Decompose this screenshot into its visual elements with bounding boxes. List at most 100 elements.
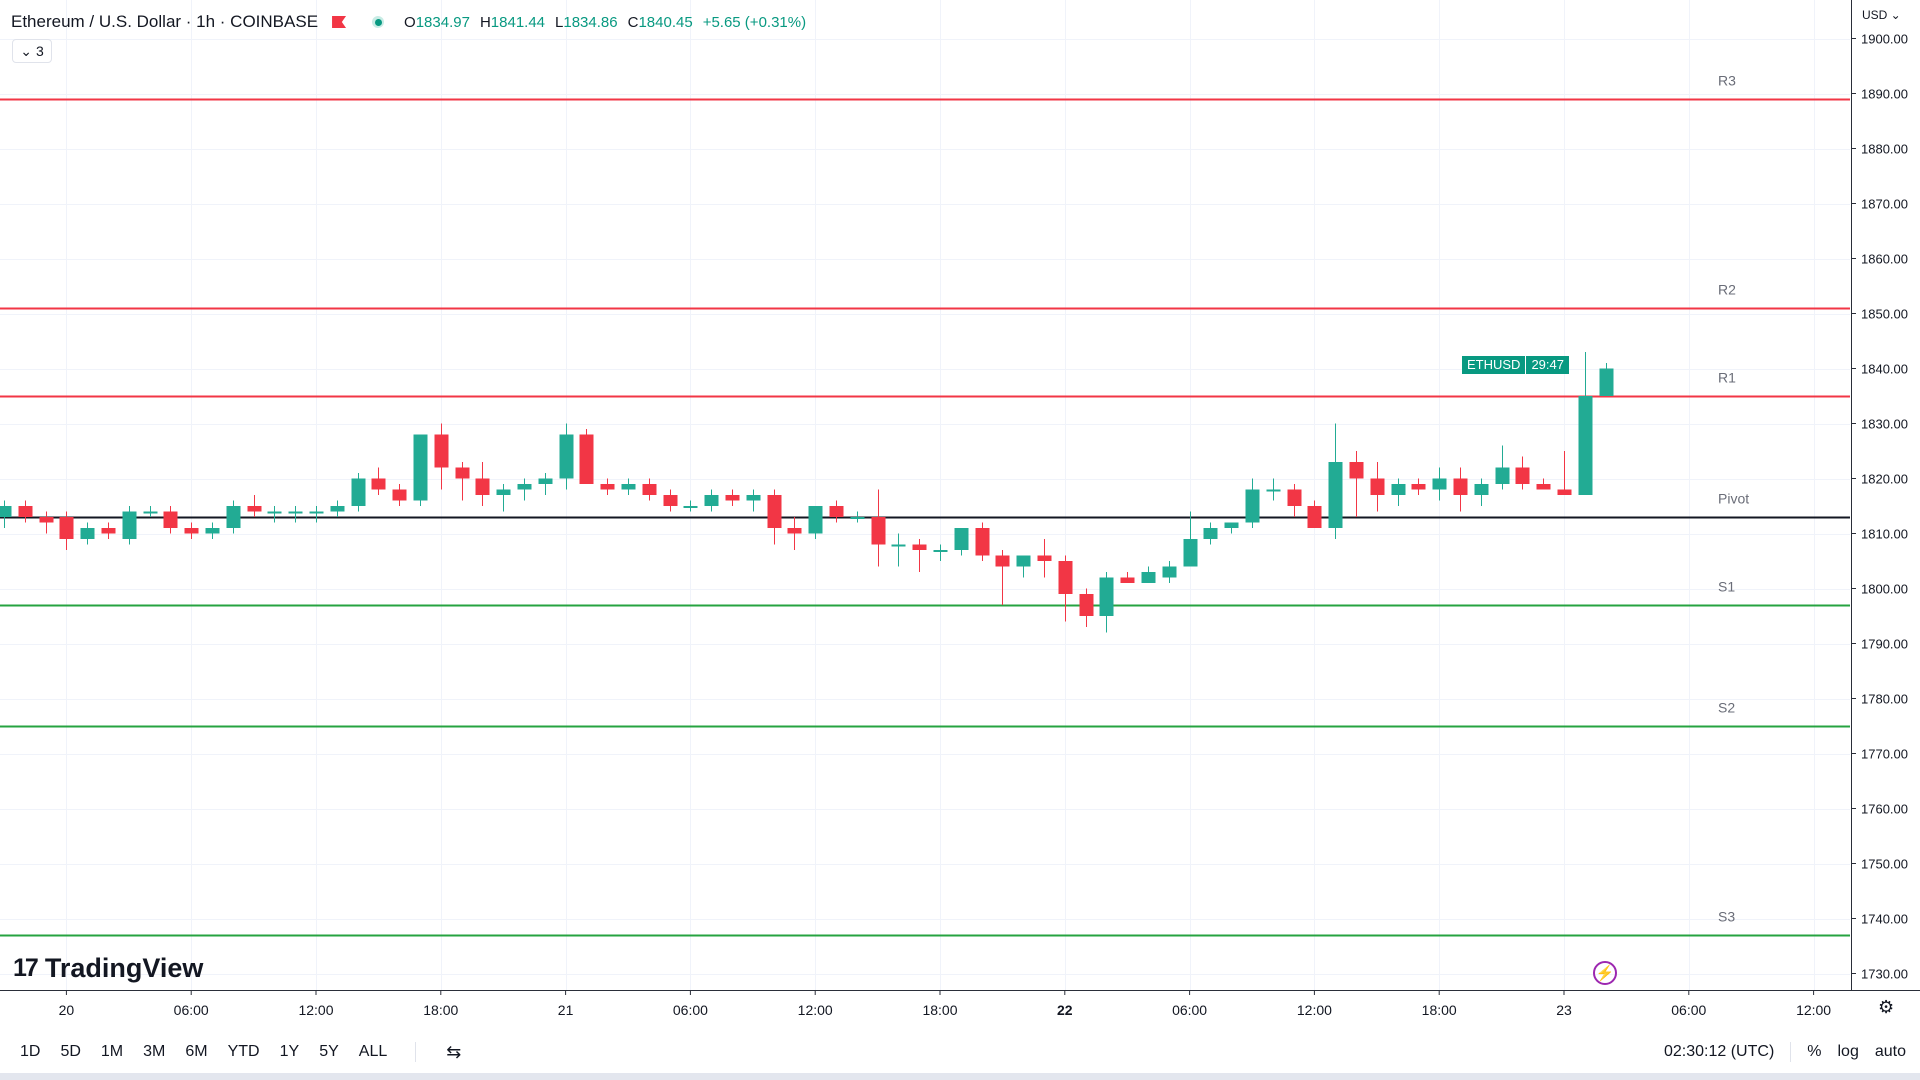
candle-body: [59, 517, 74, 539]
range-5d-button[interactable]: 5D: [60, 1043, 81, 1060]
candle-body: [1495, 467, 1510, 484]
candle-body: [18, 506, 33, 517]
y-tick-label: 1740.00: [1861, 912, 1908, 927]
y-tick-label: 1820.00: [1861, 472, 1908, 487]
candle-body: [39, 517, 54, 523]
y-tick-label: 1840.00: [1861, 362, 1908, 377]
y-tick-label: 1850.00: [1861, 307, 1908, 322]
candle-body: [933, 550, 948, 552]
range-1m-button[interactable]: 1M: [100, 1043, 124, 1060]
bottom-toolbar: 1D 5D 1M 3M 6M YTD 1Y 5Y ALL ⇆ 02:30:12 …: [0, 1031, 1920, 1073]
level-label-pivot: Pivot: [1718, 491, 1749, 507]
candle-body: [101, 528, 116, 534]
y-tick-label: 1750.00: [1861, 857, 1908, 872]
candle-body: [351, 478, 366, 506]
candle-body: [1307, 506, 1322, 528]
candle-body: [1411, 484, 1426, 490]
candle-body: [1016, 555, 1031, 567]
divider: [415, 1042, 417, 1062]
candle-body: [392, 489, 407, 501]
indicators-collapse-button[interactable]: ⌄ 3: [12, 39, 52, 63]
y-tick-label: 1800.00: [1861, 582, 1908, 597]
candle-body: [0, 506, 12, 517]
candle-body: [309, 511, 324, 514]
level-label-r2: R2: [1718, 282, 1736, 298]
candle-body: [621, 484, 636, 490]
clock-time[interactable]: 02:30:12 (UTC): [1664, 1043, 1775, 1060]
candle-body: [1141, 572, 1156, 583]
candle-body: [288, 511, 303, 514]
candle-body: [205, 528, 220, 534]
y-tick-label: 1860.00: [1861, 252, 1908, 267]
candle-body: [871, 517, 886, 545]
y-tick-label: 1760.00: [1861, 802, 1908, 817]
y-tick-label: 1790.00: [1861, 637, 1908, 652]
market-status-icon[interactable]: [372, 16, 385, 28]
candle-body: [163, 511, 178, 528]
candle-body: [1515, 467, 1530, 484]
candle-body: [995, 555, 1010, 567]
price-tag-countdown: 29:47: [1526, 356, 1569, 374]
logo-mark-icon: 17: [13, 954, 39, 982]
candle-body: [1203, 528, 1218, 539]
percent-toggle[interactable]: %: [1807, 1043, 1822, 1060]
range-ytd-button[interactable]: YTD: [227, 1043, 260, 1060]
candle-body: [413, 434, 428, 501]
lightning-icon[interactable]: ⚡: [1593, 961, 1617, 985]
range-5y-button[interactable]: 5Y: [319, 1043, 339, 1060]
x-tick-label: 18:00: [423, 1002, 458, 1018]
candle-body: [746, 495, 761, 501]
level-label-r1: R1: [1718, 370, 1736, 386]
price-tag-symbol: ETHUSD: [1462, 356, 1526, 374]
candle-body: [1245, 489, 1260, 523]
calendar-icon[interactable]: ⇆: [446, 1041, 462, 1062]
candle-body: [1162, 566, 1177, 578]
log-toggle[interactable]: log: [1837, 1043, 1859, 1060]
x-tick-label: 12:00: [1796, 1002, 1831, 1018]
x-tick-label: 18:00: [922, 1002, 957, 1018]
range-3m-button[interactable]: 3M: [143, 1043, 166, 1060]
level-label-r3: R3: [1718, 73, 1736, 89]
candle-body: [954, 528, 969, 550]
candle-body: [1453, 478, 1468, 495]
range-all-button[interactable]: ALL: [358, 1043, 388, 1060]
range-buttons: 1D 5D 1M 3M 6M YTD 1Y 5Y ALL: [20, 1043, 397, 1061]
candle-body: [496, 489, 511, 495]
x-tick-label: 12:00: [298, 1002, 333, 1018]
candle-body: [1599, 368, 1614, 396]
range-6m-button[interactable]: 6M: [185, 1043, 208, 1060]
range-1y-button[interactable]: 1Y: [279, 1043, 300, 1060]
candle-body: [767, 495, 782, 528]
tradingview-logo[interactable]: 17 TradingView: [13, 953, 204, 983]
candle-body: [267, 511, 282, 514]
y-tick-label: 1810.00: [1861, 527, 1908, 542]
candle-body: [1287, 489, 1302, 506]
level-label-s3: S3: [1718, 909, 1735, 925]
symbol-title[interactable]: Ethereum / U.S. Dollar · 1h · COINBASE: [11, 12, 319, 31]
bottom-right-controls: 02:30:12 (UTC) % log auto: [1664, 1042, 1906, 1062]
candle-body: [475, 478, 490, 495]
candle-body: [434, 434, 449, 468]
candle-body: [850, 517, 865, 519]
currency-selector[interactable]: USD ⌄: [1862, 8, 1901, 22]
y-tick-label: 1870.00: [1861, 197, 1908, 212]
candle-body: [829, 506, 844, 517]
last-price-label: ETHUSD 29:47: [1462, 356, 1569, 374]
range-1d-button[interactable]: 1D: [20, 1043, 41, 1060]
x-tick-label: 06:00: [1671, 1002, 1706, 1018]
candle-body: [1474, 484, 1489, 495]
flag-icon[interactable]: [332, 16, 347, 28]
y-tick-label: 1890.00: [1861, 87, 1908, 102]
x-tick-label: 20: [59, 1002, 75, 1018]
y-tick-label: 1900.00: [1861, 32, 1908, 47]
gear-icon[interactable]: ⚙: [1878, 997, 1895, 1017]
auto-toggle[interactable]: auto: [1874, 1043, 1906, 1060]
candle-body: [538, 478, 553, 484]
candle-body: [1099, 577, 1114, 616]
candle-body: [80, 528, 95, 539]
candle-body: [912, 544, 927, 550]
divider: [1790, 1042, 1792, 1062]
y-tick-label: 1770.00: [1861, 747, 1908, 762]
legend-header: Ethereum / U.S. Dollar · 1h · COINBASE O…: [11, 10, 806, 34]
